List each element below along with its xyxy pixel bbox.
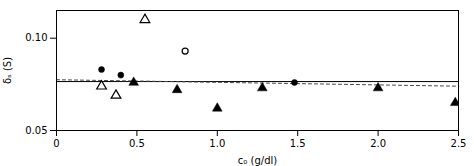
- svg-text:δₛ (S): δₛ (S): [2, 57, 13, 84]
- svg-text:1.0: 1.0: [209, 138, 225, 149]
- svg-text:0: 0: [53, 138, 59, 149]
- svg-text:2.5: 2.5: [451, 138, 467, 149]
- svg-text:0.05: 0.05: [25, 125, 47, 136]
- svg-text:0.5: 0.5: [129, 138, 145, 149]
- svg-text:1.5: 1.5: [290, 138, 306, 149]
- svg-text:0.10: 0.10: [25, 32, 47, 43]
- svg-text:2.0: 2.0: [370, 138, 386, 149]
- svg-text:c₀ (g/dl): c₀ (g/dl): [238, 155, 277, 166]
